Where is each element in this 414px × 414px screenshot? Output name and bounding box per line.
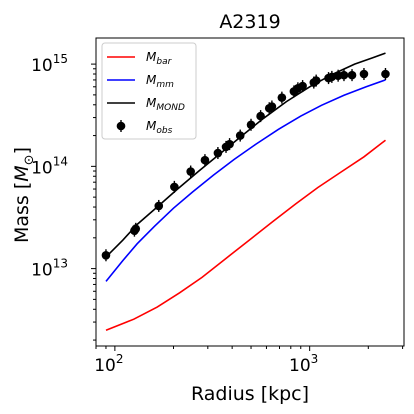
data-point-m-obs <box>347 70 357 80</box>
series-line-m-mm <box>105 79 386 282</box>
data-point-m-obs <box>186 167 195 176</box>
data-point-m-obs <box>101 250 111 260</box>
plot-area <box>101 52 390 331</box>
data-point-m-obs <box>277 93 287 102</box>
data-point-m-obs <box>154 201 164 211</box>
data-point-m-obs <box>311 76 321 85</box>
data-point-m-obs <box>235 131 245 140</box>
y-tick-label: 1013 <box>31 257 68 281</box>
data-point-m-obs <box>246 120 256 130</box>
data-point-m-obs <box>267 102 277 111</box>
x-tick-label: 102 <box>94 352 123 376</box>
data-point-m-obs <box>225 139 234 149</box>
legend-box <box>101 42 197 140</box>
series-line-m-bar <box>105 139 386 331</box>
data-point-m-obs <box>339 70 349 80</box>
data-point-m-obs <box>170 182 179 192</box>
x-tick-label: 103 <box>289 352 318 376</box>
data-point-m-obs <box>298 81 307 91</box>
y-tick-label: 1015 <box>31 52 68 76</box>
data-point-m-obs <box>213 148 223 158</box>
legend-marker-m-obs <box>116 121 126 131</box>
y-axis-label: Mass [M⊙] <box>11 147 37 243</box>
plot-frame <box>95 37 405 347</box>
data-point-m-obs <box>256 111 265 121</box>
data-point-m-obs <box>359 69 369 79</box>
data-point-m-obs <box>381 69 390 79</box>
data-point-m-obs <box>131 224 141 234</box>
data-point-m-obs <box>200 155 210 165</box>
x-axis-label: Radius [kpc] <box>191 383 309 405</box>
chart-title: A2319 <box>219 11 280 33</box>
